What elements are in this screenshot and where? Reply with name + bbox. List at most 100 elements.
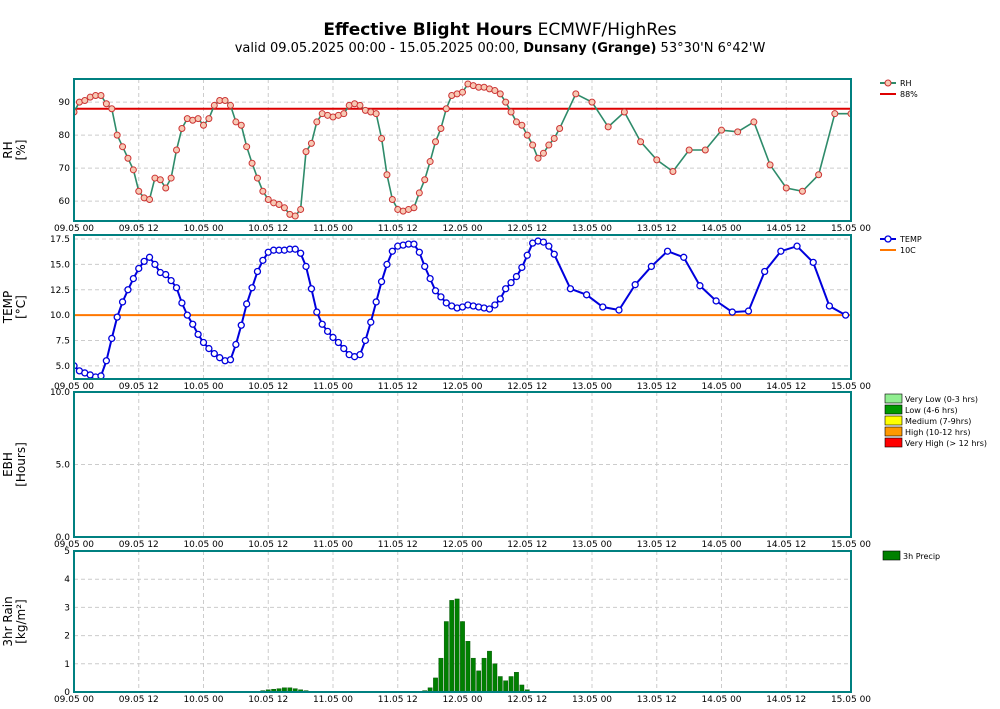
data-point [798, 187, 806, 195]
data-point [534, 154, 542, 162]
data-point [243, 300, 251, 308]
data-point [750, 118, 758, 126]
x-tick-label: 13.05 00 [572, 224, 612, 234]
x-tick-label: 14.05 12 [766, 540, 806, 550]
data-point [831, 110, 839, 118]
data-point [334, 338, 343, 347]
data-point [253, 267, 262, 276]
chart-title-model: ECMWF/HighRes [532, 20, 677, 40]
x-tick-label: 14.05 00 [701, 695, 741, 705]
data-point [680, 253, 688, 261]
x-tick-label: 12.05 12 [507, 695, 547, 705]
precip-bar [476, 670, 482, 692]
subtitle-station: Dunsany (Grange) [523, 41, 657, 56]
precip-bar [514, 672, 519, 692]
data-point [523, 131, 531, 139]
data-point [718, 126, 725, 134]
data-point [485, 305, 494, 313]
precip-bar [292, 688, 298, 692]
data-point [378, 134, 386, 142]
x-tick-label: 10.05 00 [183, 224, 223, 234]
precip-bar [503, 680, 509, 692]
x-tick-label: 11.05 12 [378, 695, 418, 705]
precip-bar [433, 677, 438, 692]
data-point [545, 141, 553, 149]
data-point [647, 262, 656, 271]
panel-frame [73, 391, 852, 538]
data-point [372, 110, 380, 118]
data-point [442, 105, 450, 113]
data-point [221, 96, 229, 104]
x-tick-label: 09.05 12 [119, 382, 159, 392]
data-point [669, 167, 677, 175]
y-tick-label: 70 [59, 164, 71, 174]
data-point [200, 121, 207, 129]
data-point [81, 96, 89, 104]
data-point [296, 249, 305, 257]
data-point [199, 338, 208, 347]
data-point [237, 321, 245, 329]
data-point [372, 298, 380, 306]
data-point [135, 187, 143, 195]
x-tick-label: 12.05 00 [442, 224, 482, 234]
data-point [539, 238, 548, 246]
data-point [216, 354, 224, 362]
data-point [432, 138, 440, 146]
data-point [809, 258, 817, 267]
data-point [582, 291, 591, 299]
data-point [124, 286, 132, 294]
legend-label: Low (4-6 hrs) [905, 406, 958, 415]
data-point [291, 245, 299, 253]
data-point [588, 98, 596, 106]
data-point [415, 248, 423, 256]
x-tick-label: 09.05 00 [54, 382, 94, 392]
x-tick-label: 09.05 00 [54, 224, 94, 234]
data-point [502, 285, 510, 293]
data-point [156, 176, 164, 184]
y-tick-label: 5.0 [56, 461, 71, 471]
x-tick-label: 14.05 00 [701, 224, 741, 234]
y-tick-label: 80 [59, 131, 71, 141]
data-point [777, 247, 785, 255]
data-point [442, 299, 450, 307]
data-point [556, 125, 564, 133]
x-tick-label: 15.05 00 [831, 695, 871, 705]
data-point [529, 141, 537, 149]
data-point [97, 92, 105, 100]
legend-label: 88% [900, 90, 918, 99]
plot-area [74, 80, 851, 220]
data-point [194, 330, 202, 339]
x-tick-label: 13.05 12 [637, 224, 677, 234]
data-point [361, 336, 370, 345]
legend-swatch [884, 415, 903, 426]
x-tick-label: 13.05 12 [637, 540, 677, 550]
precip-bar [492, 663, 498, 692]
legend-swatch [884, 404, 903, 415]
plot-area [82, 598, 851, 692]
legend-label: Very High (> 12 hrs) [905, 439, 987, 448]
data-point [302, 148, 310, 156]
data-point [782, 184, 790, 192]
panel-3: 09.05 00 09.05 12 10.05 00 10.05 12 11.05 00… [1, 388, 987, 550]
data-point [113, 131, 121, 139]
data-point [383, 171, 391, 179]
panel-2: 09.05 00 09.05 12 10.05 00 10.05 12 11.05 00… [1, 234, 922, 392]
x-tick-label: 10.05 00 [183, 382, 223, 392]
x-tick-label: 15.05 00 [831, 382, 871, 392]
data-point [841, 311, 850, 319]
x-tick-label: 10.05 00 [183, 695, 223, 705]
data-point [550, 134, 558, 142]
plot-area [74, 237, 851, 379]
data-point [102, 100, 110, 108]
data-point [108, 105, 116, 113]
data-point [205, 115, 213, 123]
data-point [129, 166, 137, 174]
y-tick-label: 12.5 [50, 286, 70, 296]
data-point [140, 257, 148, 266]
x-tick-label: 12.05 00 [442, 382, 482, 392]
precip-bar [465, 641, 471, 692]
data-point [167, 276, 175, 285]
precip-bar [497, 676, 503, 692]
data-point [237, 121, 245, 129]
